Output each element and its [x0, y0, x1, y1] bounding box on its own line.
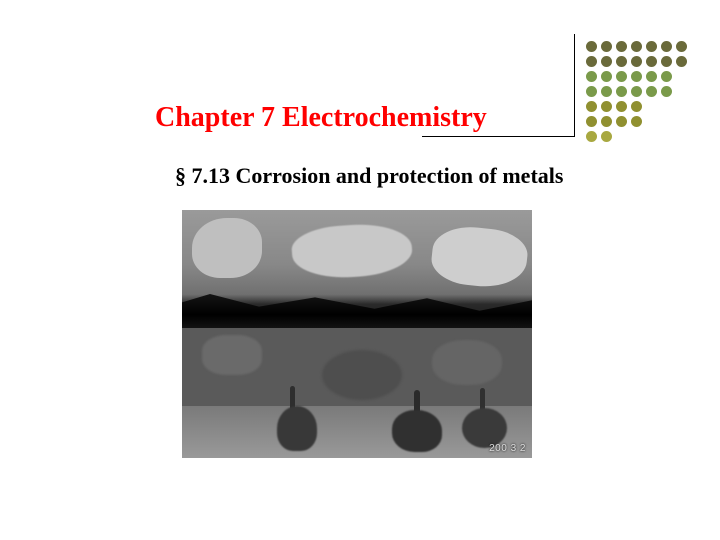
dot-icon	[586, 41, 597, 52]
dot-icon	[646, 86, 657, 97]
photo-texture	[462, 408, 507, 448]
photo-texture	[202, 335, 262, 375]
dot-icon	[631, 116, 642, 127]
photo-texture	[290, 221, 413, 281]
dot-icon	[646, 41, 657, 52]
dot-icon	[601, 131, 612, 142]
page-title: Chapter 7 Electrochemistry	[155, 102, 487, 134]
photo-texture	[429, 223, 530, 291]
dot-icon	[586, 86, 597, 97]
dot-icon	[616, 71, 627, 82]
dot-icon	[616, 41, 627, 52]
dot-icon	[616, 101, 627, 112]
photo-texture	[192, 218, 262, 278]
dot-icon	[676, 56, 687, 67]
dot-icon	[586, 116, 597, 127]
dot-icon	[586, 131, 597, 142]
decorative-dot-grid	[584, 39, 689, 144]
photo-texture	[432, 340, 502, 385]
dot-icon	[601, 101, 612, 112]
photo-texture	[277, 406, 317, 451]
dot-icon	[661, 86, 672, 97]
section-subtitle: § 7.13 Corrosion and protection of metal…	[175, 163, 563, 189]
dot-icon	[586, 56, 597, 67]
dot-icon	[646, 71, 657, 82]
dot-icon	[601, 71, 612, 82]
dot-icon	[631, 41, 642, 52]
dot-icon	[661, 41, 672, 52]
divider-horizontal	[422, 136, 574, 137]
dot-icon	[631, 101, 642, 112]
dot-icon	[631, 56, 642, 67]
dot-icon	[676, 41, 687, 52]
dot-icon	[631, 71, 642, 82]
dot-icon	[616, 86, 627, 97]
dot-icon	[661, 71, 672, 82]
photo-datestamp: 200 3 2	[489, 443, 526, 454]
dot-icon	[616, 116, 627, 127]
photo-texture	[392, 410, 442, 452]
photo-texture	[322, 350, 402, 400]
dot-icon	[616, 56, 627, 67]
dot-icon	[601, 116, 612, 127]
divider-vertical	[574, 34, 575, 137]
dot-icon	[586, 71, 597, 82]
dot-icon	[601, 56, 612, 67]
corrosion-photo: 200 3 2	[182, 210, 532, 458]
dot-icon	[601, 86, 612, 97]
dot-icon	[586, 101, 597, 112]
dot-icon	[631, 86, 642, 97]
dot-icon	[601, 41, 612, 52]
dot-icon	[646, 56, 657, 67]
dot-icon	[661, 56, 672, 67]
